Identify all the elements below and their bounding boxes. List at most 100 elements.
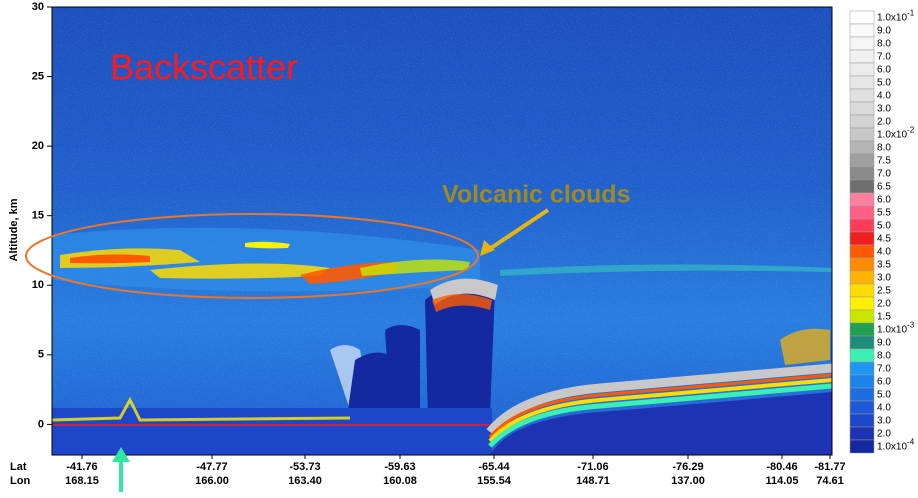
colorbar-label-text: 9.0: [877, 337, 891, 348]
colorbar-label-text: 7.5: [877, 155, 891, 166]
colorbar-label: 4.0: [877, 90, 891, 101]
page: {"chart_data": {"type": "heatmap", "anno…: [0, 0, 918, 493]
colorbar-label-text: 6.5: [877, 181, 891, 192]
colorbar-swatch: [850, 362, 874, 375]
colorbar-swatch: [850, 258, 874, 271]
colorbar-label: 2.5: [877, 285, 891, 296]
x-row-label: Lat: [10, 461, 27, 473]
x-tick-label: -41.76: [66, 461, 97, 473]
colorbar-label-text: 3.0: [877, 415, 891, 426]
y-tick-label: 25: [32, 70, 44, 82]
colorbar-swatch: [850, 427, 874, 440]
colorbar-label: 4.5: [877, 233, 891, 244]
colorbar-label-text: 4.0: [877, 402, 891, 413]
colorbar-swatch: [850, 401, 874, 414]
colorbar-label: 1.0x10-1: [877, 9, 915, 24]
colorbar-label-text: 2.0: [877, 428, 891, 439]
x-tick-label: 148.71: [576, 475, 610, 487]
colorbar-swatch: [850, 76, 874, 89]
colorbar-label: 7.0: [877, 51, 891, 62]
colorbar-label-text: 1.5: [877, 311, 891, 322]
colorbar-swatch: [850, 193, 874, 206]
colorbar-swatch: [850, 206, 874, 219]
colorbar-exponent: -3: [907, 321, 915, 330]
colorbar-swatch: [850, 375, 874, 388]
colorbar-label-text: 7.0: [877, 168, 891, 179]
x-tick-label: -71.06: [577, 461, 608, 473]
x-tick-label: -59.63: [384, 461, 415, 473]
colorbar-label-text: 4.0: [877, 246, 891, 257]
colorbar-label: 5.5: [877, 207, 891, 218]
colorbar-swatch: [850, 37, 874, 50]
colorbar-label: 2.0: [877, 428, 891, 439]
colorbar-swatch: [850, 297, 874, 310]
colorbar-label: 5.0: [877, 77, 891, 88]
colorbar-swatch: [850, 11, 874, 24]
colorbar-label-text: 6.0: [877, 194, 891, 205]
colorbar-swatch: [850, 349, 874, 362]
colorbar-label: 5.0: [877, 389, 891, 400]
colorbar-label-text: 4.5: [877, 233, 891, 244]
colorbar-swatch: [850, 102, 874, 115]
colorbar-label-text: 5.0: [877, 220, 891, 231]
colorbar-label: 7.0: [877, 363, 891, 374]
colorbar-label: 1.0x10-2: [877, 126, 915, 141]
colorbar-label: 6.0: [877, 376, 891, 387]
colorbar-label-text: 2.5: [877, 285, 891, 296]
colorbar-label-text: 1.0x10: [877, 129, 907, 140]
colorbar-swatch: [850, 180, 874, 193]
colorbar-swatch: [850, 115, 874, 128]
colorbar-label: 2.0: [877, 298, 891, 309]
colorbar-exponent: -2: [907, 126, 915, 135]
x-tick-label: 74.61: [816, 475, 844, 487]
colorbar-swatch: [850, 388, 874, 401]
annotation: Volcanic clouds: [442, 181, 630, 209]
colorbar-swatch: [850, 310, 874, 323]
colorbar-swatch: [850, 440, 874, 453]
x-tick-label: 137.00: [671, 475, 705, 487]
colorbar-label-text: 5.5: [877, 207, 891, 218]
x-tick-label: -47.77: [196, 461, 227, 473]
colorbar-label: 1.5: [877, 311, 891, 322]
colorbar-swatch: [850, 24, 874, 37]
colorbar-swatch: [850, 128, 874, 141]
x-tick-label: -53.73: [289, 461, 320, 473]
annotation: Backscatter: [110, 47, 298, 88]
x-tick-label: -65.44: [478, 461, 510, 473]
colorbar-swatch: [850, 232, 874, 245]
colorbar-swatch: [850, 63, 874, 76]
colorbar-label-text: 2.0: [877, 298, 891, 309]
colorbar-label: 3.0: [877, 103, 891, 114]
colorbar-label: 9.0: [877, 337, 891, 348]
y-tick-label: 10: [32, 279, 44, 291]
colorbar-label-text: 8.0: [877, 38, 891, 49]
colorbar-label-text: 1.0x10: [877, 441, 907, 452]
y-tick-label: 15: [32, 210, 44, 222]
colorbar-swatch: [850, 284, 874, 297]
colorbar-label-text: 1.0x10: [877, 324, 907, 335]
x-tick-label: 163.40: [288, 475, 322, 487]
x-tick-label: -76.29: [672, 461, 703, 473]
colorbar-label-text: 3.0: [877, 272, 891, 283]
y-tick-label: 30: [32, 1, 44, 13]
colorbar-label: 9.0: [877, 25, 891, 36]
x-tick-label: 168.15: [65, 475, 99, 487]
colorbar-label: 8.0: [877, 350, 891, 361]
y-tick-label: 5: [38, 349, 44, 361]
colorbar-label: 1.0x10-3: [877, 321, 915, 336]
x-tick-label: -81.77: [814, 461, 845, 473]
colorbar-label: 7.5: [877, 155, 891, 166]
colorbar-label-text: 6.0: [877, 64, 891, 75]
y-tick-label: 0: [38, 418, 44, 430]
colorbar-swatch: [850, 245, 874, 258]
colorbar-label-text: 3.5: [877, 259, 891, 270]
colorbar-swatch: [850, 167, 874, 180]
x-tick-label: 114.05: [765, 475, 798, 487]
x-tick-label: -80.46: [766, 461, 797, 473]
colorbar-swatch: [850, 219, 874, 232]
colorbar-label-text: 8.0: [877, 350, 891, 361]
colorbar-label-text: 1.0x10: [877, 12, 907, 23]
colorbar-label: 1.0x10-4: [877, 438, 915, 453]
colorbar-swatch: [850, 89, 874, 102]
colorbar-label-text: 7.0: [877, 363, 891, 374]
